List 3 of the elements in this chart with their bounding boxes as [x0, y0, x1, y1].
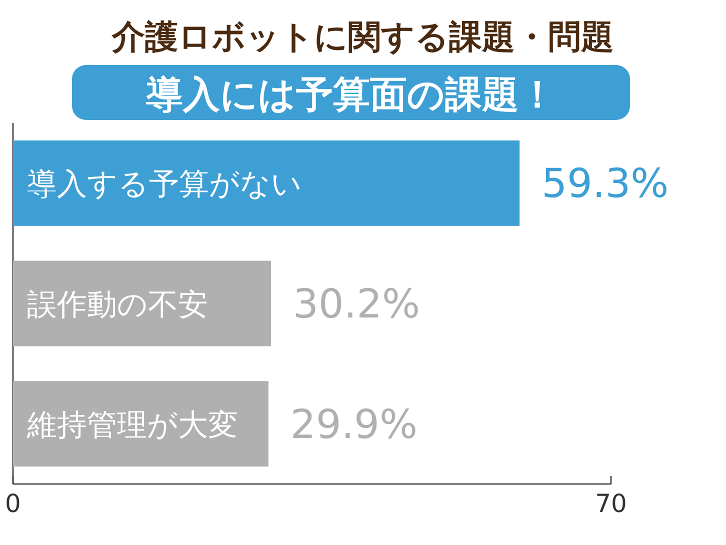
- subtitle: 導入には予算面の課題！: [72, 65, 630, 120]
- title: 介護ロボットに関する課題・問題: [112, 17, 614, 56]
- chart-subtitle: 導入には予算面の課題！: [145, 73, 556, 116]
